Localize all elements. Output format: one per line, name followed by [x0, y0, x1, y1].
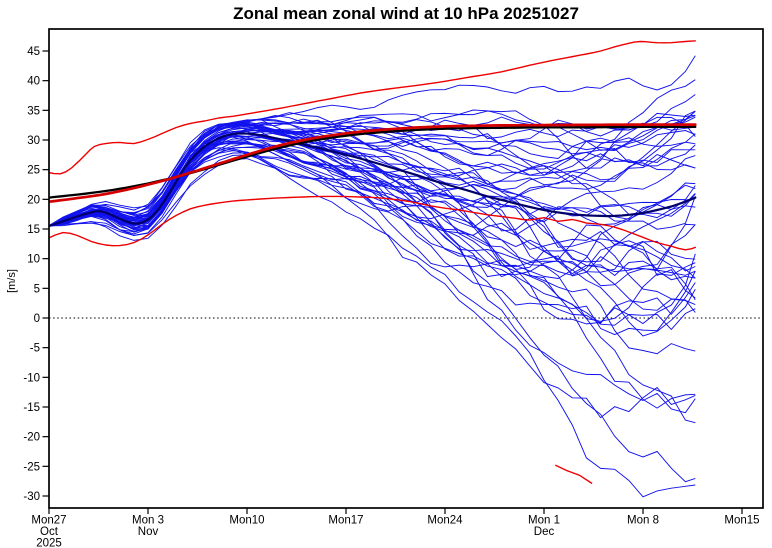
x-tick-label: Mon27 — [31, 515, 66, 527]
y-tick-label: 35 — [27, 105, 40, 117]
y-tick-label: 10 — [27, 254, 40, 266]
x-tick-year-label: 2025 — [36, 538, 62, 548]
x-tick-label: Mon10 — [229, 515, 264, 527]
y-tick-label: 5 — [34, 283, 40, 295]
ensemble-mean-line — [49, 132, 697, 228]
ensemble-member-line — [49, 110, 696, 227]
y-axis-label: [m/s] — [6, 269, 18, 293]
ensemble-member-line — [49, 141, 696, 241]
ensemble-member-line — [49, 136, 696, 424]
ensemble-member-line — [49, 110, 696, 227]
data-layer — [49, 40, 697, 498]
ensemble-member-line — [49, 152, 696, 419]
ensemble-member-line — [49, 55, 696, 227]
y-tick-label: -30 — [23, 491, 40, 503]
ensemble-member-line — [49, 119, 696, 227]
y-tick-label: 20 — [27, 194, 40, 206]
y-tick-label: 0 — [34, 313, 40, 325]
x-tick-label: Mon 1 — [528, 515, 560, 527]
ensemble-member-line — [49, 150, 696, 409]
ensemble-member-line — [49, 158, 696, 498]
ensemble-member-line — [49, 94, 696, 227]
y-tick-label: -5 — [30, 343, 40, 355]
chart-title: Zonal mean zonal wind at 10 hPa 20251027 — [233, 4, 579, 23]
plot-frame — [48, 28, 764, 509]
y-tick-label: 45 — [27, 46, 40, 58]
ensemble-member-line — [49, 141, 696, 273]
ensemble-member-line — [49, 129, 696, 227]
y-tick-label: -25 — [23, 461, 40, 473]
ensemble-member-line — [49, 123, 696, 313]
y-tick-label: -20 — [23, 432, 40, 444]
ensemble-member-line — [49, 133, 696, 227]
x-tick-label: Mon24 — [427, 515, 463, 527]
ensemble-member-line — [49, 132, 696, 301]
y-tick-label: 40 — [27, 76, 40, 88]
x-tick-label: Mon 8 — [627, 515, 659, 527]
x-tick-month-label: Nov — [138, 526, 159, 538]
ensemble-member-line — [49, 118, 696, 227]
x-tick-label: Mon17 — [328, 515, 363, 527]
y-tick-label: 30 — [27, 135, 40, 147]
plot-area: -30-25-20-15-10-5051015202530354045Mon27… — [23, 28, 764, 548]
ensemble-member-line — [49, 121, 696, 324]
climatological-mean-red-line — [49, 123, 697, 204]
y-tick-label: -15 — [23, 402, 40, 414]
ensemble-member-line — [49, 134, 696, 483]
x-tick-label: Mon15 — [724, 515, 759, 527]
x-tick-month-label: Dec — [534, 526, 555, 538]
x-tick-label: Mon 3 — [132, 515, 164, 527]
x-tick-month-label: Oct — [40, 526, 59, 538]
y-tick-label: -10 — [23, 372, 40, 384]
climatology-upper-percentile-line — [49, 40, 696, 175]
climatology-lower-percentile-line — [49, 195, 696, 251]
y-tick-label: 25 — [27, 165, 40, 177]
y-tick-label: 15 — [27, 224, 40, 236]
red-low-segment-line — [554, 464, 593, 485]
ensemble-member-line — [49, 146, 696, 336]
ensemble-member-line — [49, 123, 696, 299]
